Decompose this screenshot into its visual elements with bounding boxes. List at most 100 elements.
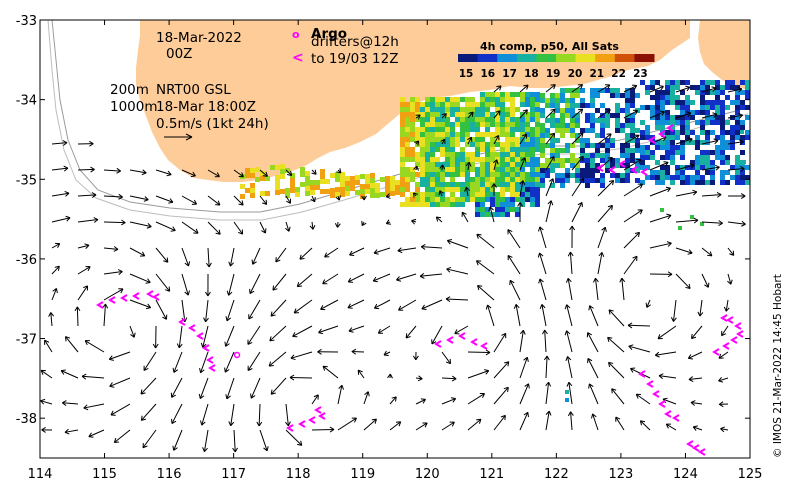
- sst-pixel: [430, 132, 435, 137]
- sst-pixel: [515, 197, 520, 202]
- sst-pixel: [535, 102, 540, 107]
- sst-pixel: [295, 192, 300, 197]
- sst-pixel: [310, 180, 315, 185]
- sst-pixel: [450, 142, 455, 147]
- sst-pixel: [700, 110, 705, 115]
- current-arrowhead: [509, 279, 515, 286]
- current-arrowhead: [193, 228, 199, 234]
- sst-pixel: [695, 145, 700, 150]
- current-arrow: [545, 156, 555, 171]
- sst-pixel: [465, 97, 470, 102]
- current-arrow: [441, 351, 451, 364]
- sst-pixel: [315, 180, 320, 185]
- sst-pixel: [460, 117, 465, 122]
- sst-pixel: [430, 137, 435, 142]
- sst-pixel: [405, 167, 410, 172]
- current-arrowhead: [168, 198, 174, 204]
- sst-pixel: [480, 207, 485, 212]
- sst-pixel: [250, 188, 255, 193]
- current-arrowhead: [228, 421, 235, 427]
- current-arrow: [587, 332, 599, 353]
- current-arrow: [203, 429, 209, 452]
- current-arrow: [646, 299, 651, 308]
- sst-pixel: [665, 170, 670, 175]
- current-arrowhead: [88, 140, 94, 147]
- drifter-marker: [458, 332, 466, 340]
- sst-pixel: [465, 167, 470, 172]
- current-arrowhead: [608, 180, 615, 186]
- sst-pixel: [550, 93, 555, 98]
- sst-pixel: [470, 102, 475, 107]
- current-arrowhead: [374, 303, 380, 310]
- current-arrow: [493, 386, 509, 405]
- drifter-marker: [726, 316, 734, 324]
- current-arrowhead: [40, 398, 46, 405]
- sst-pixel: [630, 133, 635, 138]
- drifter-marker: [664, 410, 672, 418]
- sst-pixel: [485, 177, 490, 182]
- sst-pixel: [705, 85, 710, 90]
- sst-pixel: [705, 80, 710, 85]
- current-arrow: [311, 169, 317, 175]
- sst-pixel: [635, 93, 640, 98]
- sst-pixel: [560, 108, 565, 113]
- sst-pixel: [445, 152, 450, 157]
- current-arrowhead: [289, 374, 295, 381]
- sst-pixel: [315, 185, 320, 190]
- sst-pixel: [505, 117, 510, 122]
- current-arrow: [635, 393, 651, 405]
- sst-pixel: [650, 110, 655, 115]
- current-arrowhead: [630, 367, 636, 373]
- sst-pixel: [460, 97, 465, 102]
- sst-pixel: [540, 148, 545, 153]
- current-arrowhead: [184, 290, 190, 296]
- sst-pixel: [620, 173, 625, 178]
- sst-pixel: [430, 122, 435, 127]
- sst-pixel: [545, 158, 550, 163]
- sst-pixel: [500, 172, 505, 177]
- sst-pixel: [615, 163, 620, 168]
- current-arrowhead: [286, 198, 292, 204]
- sst-pixel: [705, 90, 710, 95]
- sst-pixel: [530, 107, 535, 112]
- sst-pixel: [725, 170, 730, 175]
- current-arrowhead: [611, 388, 617, 394]
- sst-pixel: [400, 112, 405, 117]
- current-arrowhead: [524, 383, 530, 389]
- sst-pixel: [680, 165, 685, 170]
- sst-pixel: [260, 171, 265, 176]
- sst-pixel: [305, 186, 310, 191]
- sst-pixel: [625, 158, 630, 163]
- sst-pixel: [555, 108, 560, 113]
- sst-pixel: [435, 142, 440, 147]
- current-arrowhead: [419, 273, 425, 279]
- sst-pixel: [530, 167, 535, 172]
- x-tick-label: 125: [738, 467, 763, 482]
- current-arrowhead: [336, 168, 342, 174]
- current-arrow: [230, 403, 235, 426]
- scale-arrow: [164, 133, 193, 141]
- sst-pixel: [410, 157, 415, 162]
- current-arrowhead: [232, 447, 238, 453]
- sst-pixel: [530, 117, 535, 122]
- sst-pixel: [465, 102, 470, 107]
- current-arrow: [155, 247, 169, 263]
- sst-pixel: [690, 160, 695, 165]
- sst-pixel: [465, 107, 470, 112]
- sst-pixel: [715, 100, 720, 105]
- sst-pixel: [245, 188, 250, 193]
- sst-pixel: [560, 93, 565, 98]
- current-arrow: [649, 161, 669, 171]
- current-arrow: [688, 377, 703, 381]
- sst-pixel: [490, 162, 495, 167]
- sst-pixel: [705, 100, 710, 105]
- current-arrowhead: [349, 250, 355, 256]
- y-tick-label: -35: [16, 173, 37, 188]
- sst-pixel: [505, 122, 510, 127]
- current-arrowhead: [688, 376, 694, 382]
- sst-pixel: [745, 130, 750, 135]
- sst-pixel: [545, 173, 550, 178]
- sst-pixel: [370, 193, 375, 198]
- sst-pixel: [740, 175, 745, 180]
- sst-pixel: [500, 152, 505, 157]
